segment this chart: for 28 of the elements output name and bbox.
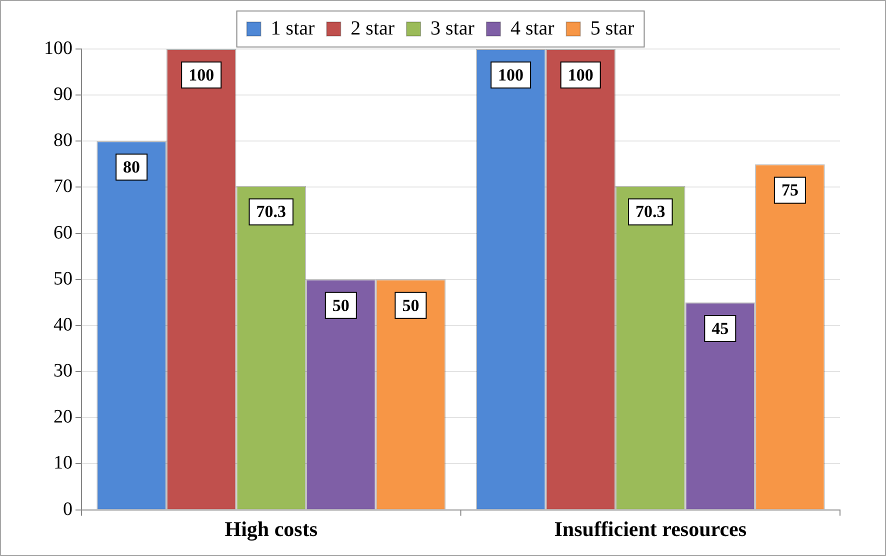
data-label: 100: [568, 65, 594, 84]
x-tick-label: High costs: [224, 516, 318, 541]
x-tick-label: Insufficient resources: [554, 516, 747, 541]
legend-label: 1 star: [270, 17, 316, 40]
legend-label: 4 star: [510, 17, 555, 40]
y-tick-label: 40: [54, 314, 72, 336]
y-tick-label: 10: [54, 452, 72, 474]
legend-label: 2 star: [350, 17, 395, 40]
data-label: 50: [402, 296, 420, 315]
legend-label: 5 star: [590, 17, 635, 40]
data-label: 45: [712, 318, 729, 338]
y-tick-label: 60: [54, 222, 72, 244]
data-label: 75: [781, 180, 798, 200]
data-label: 50: [332, 296, 350, 315]
data-label: 100: [498, 65, 524, 84]
y-tick-label: 0: [63, 498, 72, 520]
y-tick-label: 90: [54, 84, 72, 106]
y-tick-label: 50: [54, 268, 72, 290]
data-label: 70.3: [636, 202, 666, 222]
data-label: 100: [188, 65, 214, 84]
y-tick-label: 30: [54, 360, 72, 382]
data-label: 80: [123, 158, 140, 177]
legend-label: 3 star: [430, 17, 475, 40]
y-tick-label: 70: [54, 176, 72, 198]
y-tick-label: 100: [44, 38, 72, 59]
y-tick-label: 20: [54, 406, 72, 428]
data-label: 70.3: [256, 202, 286, 222]
y-tick-label: 80: [54, 130, 72, 152]
